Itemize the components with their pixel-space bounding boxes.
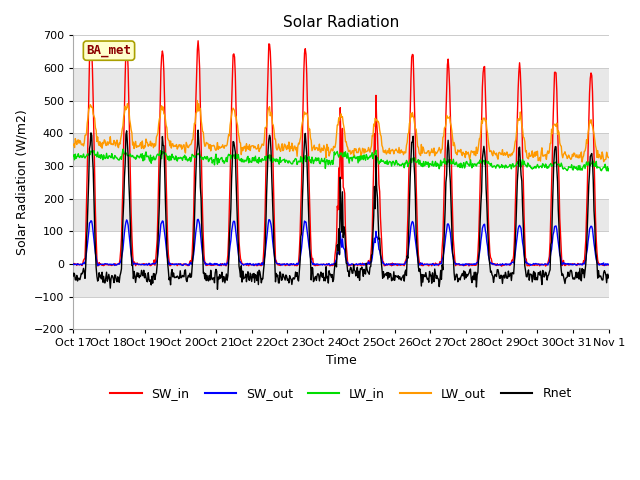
Bar: [73, 166, 609, 199]
Bar: [73, 199, 609, 231]
Title: Solar Radiation: Solar Radiation: [283, 15, 399, 30]
Y-axis label: Solar Radiation (W/m2): Solar Radiation (W/m2): [15, 109, 28, 255]
X-axis label: Time: Time: [326, 354, 356, 367]
Bar: [73, 68, 609, 101]
Bar: [73, 36, 609, 68]
Legend: SW_in, SW_out, LW_in, LW_out, Rnet: SW_in, SW_out, LW_in, LW_out, Rnet: [106, 383, 577, 406]
Bar: [73, 101, 609, 133]
Bar: [73, 264, 609, 297]
Bar: [73, 297, 609, 329]
Bar: [73, 231, 609, 264]
Bar: [73, 133, 609, 166]
Text: BA_met: BA_met: [86, 44, 131, 57]
